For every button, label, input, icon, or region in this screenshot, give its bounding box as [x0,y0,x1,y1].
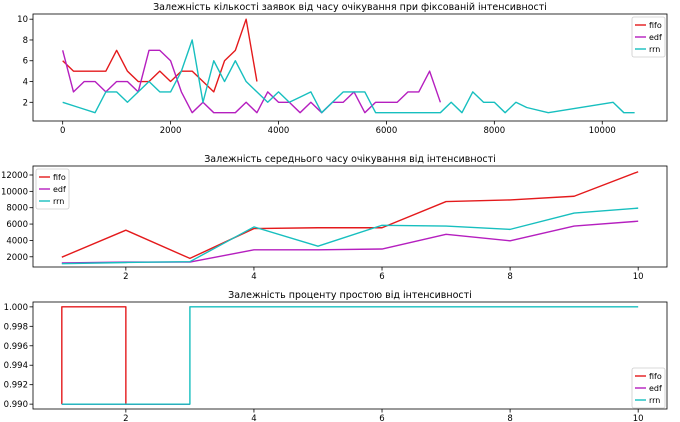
series-line-edf [62,49,442,114]
legend: fifo edf rrn [631,16,666,58]
x-tick-label: 8 [507,414,512,422]
x-tick-label: 8000 [484,126,506,136]
legend-label-rrn: rrn [649,45,660,54]
legend-frame [35,168,70,210]
y-tick-label: 8000 [6,204,28,214]
chart-title: Залежність кількості заявок від часу очі… [153,2,547,13]
y-tick-label: 10000 [1,187,28,197]
chart-2: Залежність середнього часу очікування ві… [1,154,668,282]
y-tick-label: 0.992 [4,381,28,391]
series-group [61,171,639,265]
legend-label-edf: edf [53,185,66,194]
x-tick-label: 4000 [268,126,290,136]
series-line-fifo [62,18,258,93]
legend: fifo edf rrn [35,168,70,210]
chart-title: Залежність середнього часу очікування ві… [204,154,496,165]
plot-frame [32,301,668,410]
x-tick-label: 4 [251,272,256,282]
x-tick-label: 2 [123,414,128,422]
x-tick-label: 0 [60,126,65,136]
y-tick-label: 12000 [1,171,28,181]
y-tick-label: 2 [23,98,28,108]
series-line-fifo [61,306,190,405]
legend: fifo edf rrn [631,367,666,409]
legend-frame [631,16,666,58]
y-tick-label: 0.994 [4,361,28,371]
y-tick-label: 6000 [6,220,28,230]
plot-frame [32,13,668,122]
y-tick-label: 0.990 [4,400,28,410]
y-tick-label: 10 [17,15,28,25]
plot-frame [32,165,668,268]
series-line-rrn [61,207,639,265]
chart-3: Залежність проценту простою від інтенсив… [4,290,668,422]
y-tick-label: 2000 [6,253,28,263]
x-tick-label: 8 [507,272,512,282]
legend-frame [631,367,666,409]
series-line-fifo [61,171,639,260]
series-group [61,306,639,405]
series-line-rrn [62,39,635,114]
legend-label-edf: edf [649,384,662,393]
x-tick-label: 2000 [160,126,182,136]
y-tick-label: 0.998 [4,322,28,332]
x-tick-label: 10000 [589,126,616,136]
x-tick-label: 6 [379,414,384,422]
chart-1: Залежність кількості заявок від часу очі… [17,2,668,136]
x-tick-label: 10 [633,272,644,282]
x-tick-label: 6 [379,272,384,282]
y-tick-label: 4 [23,78,28,88]
y-tick-label: 4000 [6,236,28,246]
y-tick-label: 1.000 [4,303,28,313]
legend-label-rrn: rrn [649,396,660,405]
series-line-rrn [61,306,639,405]
x-tick-label: 4 [251,414,256,422]
y-tick-label: 6 [23,57,28,67]
x-tick-label: 2 [123,272,128,282]
legend-label-fifo: fifo [53,173,66,182]
x-tick-label: 10 [633,414,644,422]
legend-label-fifo: fifo [649,372,662,381]
x-tick-label: 6000 [376,126,398,136]
y-tick-label: 0.996 [4,342,28,352]
legend-label-fifo: fifo [649,21,662,30]
legend-label-rrn: rrn [53,197,64,206]
series-group [62,18,635,114]
y-tick-label: 8 [23,36,28,46]
chart-title: Залежність проценту простою від інтенсив… [228,290,472,301]
legend-label-edf: edf [649,33,662,42]
